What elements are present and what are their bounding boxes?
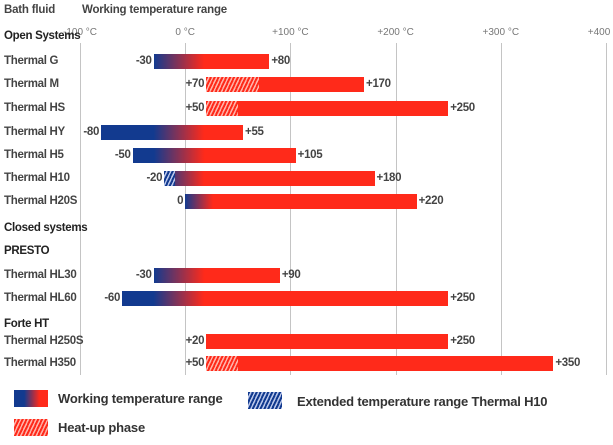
fluid-label: Thermal G — [4, 55, 59, 67]
x-tick-label: -100 °C — [62, 27, 98, 38]
min-value-label: +70 — [185, 78, 205, 90]
legend-working-label: Working temperature range — [58, 391, 223, 406]
range-bar — [206, 77, 365, 92]
max-value-label: +220 — [418, 195, 444, 207]
max-value-label: +80 — [271, 55, 290, 67]
min-value-label: -30 — [135, 269, 152, 281]
range-bar — [153, 268, 280, 283]
max-value-label: +250 — [450, 335, 475, 347]
min-value-label: +50 — [185, 357, 205, 369]
fluid-label: Thermal HS — [4, 102, 65, 114]
range-bar — [206, 356, 554, 371]
range-bar — [206, 334, 449, 349]
section-label: PRESTO — [4, 245, 50, 257]
extended-range-segment — [164, 171, 175, 186]
legend-heatup-swatch — [14, 419, 48, 436]
range-bar — [153, 54, 270, 69]
fluid-label: Thermal H350 — [4, 357, 76, 369]
legend-extended-label: Extended temperature range Thermal H10 — [297, 394, 548, 409]
fluid-label: Thermal HL60 — [4, 292, 77, 304]
section-label: Forte HT — [4, 318, 49, 330]
max-value-label: +250 — [450, 292, 475, 304]
fluid-label: Thermal H250S — [4, 335, 84, 347]
heatup-segment — [206, 77, 259, 92]
max-value-label: +170 — [366, 78, 391, 90]
gridline — [396, 43, 397, 375]
range-bar — [122, 291, 449, 306]
gridline — [290, 43, 291, 375]
fluid-label: Thermal HL30 — [4, 269, 77, 281]
x-tick-label: +400 °C — [587, 27, 613, 38]
working-range-header: Working temperature range — [82, 4, 227, 16]
max-value-label: +105 — [297, 149, 323, 161]
range-bar — [132, 148, 296, 163]
heatup-segment — [206, 356, 238, 371]
gridline — [80, 43, 81, 375]
range-bar — [185, 194, 417, 209]
fluid-label: Thermal HY — [4, 126, 65, 138]
x-tick-label: 0 °C — [175, 27, 195, 38]
fluid-label: Thermal H20S — [4, 195, 78, 207]
gridline — [185, 43, 186, 375]
min-value-label: +20 — [185, 335, 205, 347]
min-value-label: -30 — [135, 55, 152, 67]
section-label: Closed systems — [4, 222, 88, 234]
min-value-label: +50 — [185, 102, 205, 114]
range-bar — [101, 125, 244, 140]
heatup-segment — [206, 101, 238, 116]
range-bar — [206, 101, 449, 116]
legend-heatup-label: Heat-up phase — [58, 420, 145, 435]
gridline — [606, 43, 607, 375]
max-value-label: +55 — [245, 126, 264, 138]
x-tick-label: +200 °C — [377, 27, 414, 38]
legend-working-swatch — [14, 390, 48, 407]
max-value-label: +250 — [450, 102, 475, 114]
gridline — [501, 43, 502, 375]
x-tick-label: +300 °C — [482, 27, 520, 38]
x-tick-label: +100 °C — [272, 27, 309, 38]
min-value-label: -50 — [114, 149, 131, 161]
min-value-label: 0 — [177, 195, 184, 207]
range-bar — [164, 171, 375, 186]
bath-fluid-header: Bath fluid — [4, 4, 56, 16]
fluid-label: Thermal H5 — [4, 149, 64, 161]
min-value-label: -60 — [104, 292, 121, 304]
min-value-label: -20 — [146, 172, 163, 184]
min-value-label: -80 — [83, 126, 100, 138]
max-value-label: +90 — [281, 269, 301, 281]
fluid-label: Thermal M — [4, 78, 59, 90]
max-value-label: +350 — [555, 357, 581, 369]
max-value-label: +180 — [376, 172, 402, 184]
fluid-label: Thermal H10 — [4, 172, 70, 184]
legend-extended-swatch — [248, 392, 282, 409]
section-label: Open Systems — [4, 30, 81, 42]
